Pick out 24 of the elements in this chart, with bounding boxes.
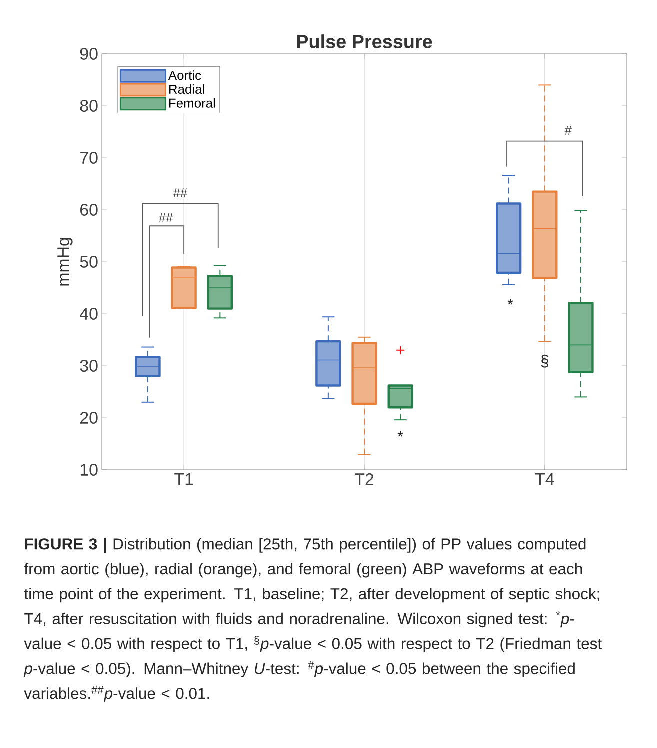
chart-title: Pulse Pressure	[297, 34, 432, 49]
y-tick-label: 10	[80, 464, 98, 476]
legend-label: Aortic	[168, 70, 202, 80]
y-tick-label: 40	[80, 308, 98, 320]
y-tick-label: 90	[80, 48, 98, 60]
x-tick-label: T1	[174, 474, 194, 486]
y-tick-label: 80	[80, 100, 98, 112]
annotation: *	[508, 299, 514, 305]
y-tick-label: 70	[80, 152, 98, 164]
x-tick-label: T4	[535, 474, 554, 486]
text: FIGURE 3 | Distribution (median [25th, 75th percentile]) of PP values computed from aortic (blue), radial (orange), and femoral (green) ABP waveforms at each time point of the experiment. T1, baseline; T2, after development of septic shock; T4, after resuscitation with fluids and noradrenaline. Wilcoxon signed test: $^{*}$p-value < 0.05 with respect to T1, $^{§}$p-value < 0.05 with respect to T2 (Friedman test p-value < 0.05). Mann–Whitney U-test: $^{#}$p-value < 0.05 between the specified variables.$^{##}$p-value < 0.01.	[24, 538, 602, 702]
annotation: *	[398, 431, 404, 437]
y-axis-title: mmHg	[58, 238, 73, 286]
annotation: #	[564, 126, 572, 135]
annotation: ##	[173, 188, 188, 198]
y-tick-label: 60	[80, 204, 98, 216]
x-tick-label: T2	[354, 474, 374, 486]
y-tick-label: 20	[80, 412, 98, 424]
legend-label: Femoral	[170, 98, 216, 108]
y-tick-label: 50	[80, 256, 98, 268]
annotation: §	[541, 354, 548, 368]
legend-label: Radial	[170, 84, 204, 94]
annotation: ##	[158, 213, 174, 222]
y-tick-label: 30	[80, 360, 98, 372]
